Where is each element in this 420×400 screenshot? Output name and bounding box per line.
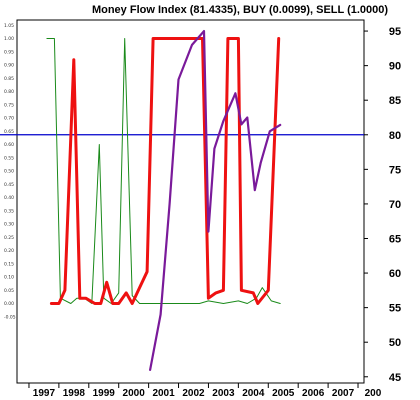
right-tick-label: 80 <box>389 130 401 142</box>
sell-series-line <box>46 38 281 304</box>
mfi-series-line <box>149 30 282 371</box>
x-tick-label: 2002 <box>182 388 205 399</box>
right-tick-label: 95 <box>389 26 401 38</box>
right-tick-label: 65 <box>389 233 401 245</box>
x-tick-label: 2005 <box>272 388 295 399</box>
right-axis: 95 90 85 80 75 70 65 60 55 50 45 <box>364 26 401 384</box>
left-tick-label: 0.90 <box>4 63 14 69</box>
left-tick-label: 0.60 <box>4 142 14 148</box>
left-axis: 1.05 1.00 0.95 0.90 0.85 0.80 0.75 0.70 0.65 0.60… <box>4 23 16 320</box>
left-tick-label: 0.40 <box>4 195 14 201</box>
left-tick-label: 1.00 <box>4 36 14 42</box>
x-tick-label: 2004 <box>242 388 265 399</box>
left-tick-label: 1.05 <box>4 23 14 29</box>
left-tick-label: 0.65 <box>4 129 14 135</box>
x-axis: 1997 1998 1999 2000 2001 2002 2003 2004 2005 2006… <box>28 383 382 399</box>
right-tick-label: 55 <box>389 303 401 315</box>
left-tick-label: 0.50 <box>4 169 14 175</box>
right-tick-label: 90 <box>389 61 401 73</box>
x-tick-label: 1999 <box>93 388 116 399</box>
x-tick-label: 2007 <box>332 388 355 399</box>
plot-frame <box>16 19 365 384</box>
left-tick-label: 0.80 <box>4 89 14 95</box>
left-tick-label: 0.70 <box>4 116 14 122</box>
left-tick-label: 0.00 <box>4 301 14 307</box>
x-tick-label: 2006 <box>302 388 325 399</box>
right-tick-label: 70 <box>389 199 401 211</box>
right-tick-label: 85 <box>389 95 401 107</box>
left-tick-label: 0.25 <box>4 235 14 241</box>
buy-series-line <box>49 37 281 305</box>
left-tick-label: 0.15 <box>4 261 14 267</box>
chart-title: Money Flow Index (81.4335), BUY (0.0099)… <box>92 4 388 16</box>
left-tick-label: 0.45 <box>4 182 14 188</box>
left-tick-label: 0.95 <box>4 49 14 55</box>
left-tick-label: 0.30 <box>4 222 14 228</box>
left-tick-label: 0.85 <box>4 76 14 82</box>
left-tick-label: 0.20 <box>4 248 14 254</box>
left-tick-label: 0.05 <box>4 288 14 294</box>
left-tick-label: 0.55 <box>4 155 14 161</box>
left-tick-label: -0.05 <box>4 314 16 320</box>
x-tick-label: 1997 <box>33 388 56 399</box>
series-group <box>46 30 282 371</box>
right-tick-label: 60 <box>389 268 401 280</box>
right-tick-label: 75 <box>389 164 401 176</box>
x-tick-label: 2001 <box>152 388 175 399</box>
x-tick-label: 2003 <box>212 388 235 399</box>
left-tick-label: 0.35 <box>4 208 14 214</box>
x-tick-label: 200 <box>365 388 382 399</box>
left-tick-label: 0.10 <box>4 275 14 281</box>
x-tick-label: 2000 <box>123 388 146 399</box>
left-tick-label: 0.75 <box>4 102 14 108</box>
right-tick-label: 45 <box>389 372 401 384</box>
x-tick-label: 1998 <box>63 388 86 399</box>
right-tick-label: 50 <box>389 337 401 349</box>
